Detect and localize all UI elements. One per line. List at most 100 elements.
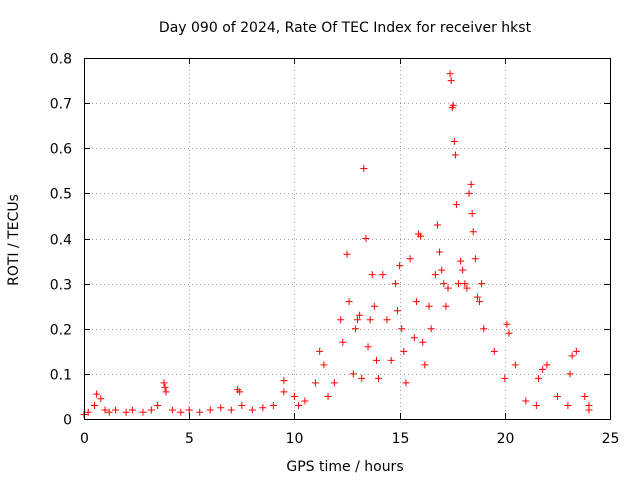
data-point: [532, 401, 540, 409]
data-point: [452, 201, 460, 209]
x-axis-label: GPS time / hours: [286, 459, 403, 475]
y-tick-label: 0.4: [50, 233, 72, 249]
data-point: [522, 397, 530, 405]
data-point: [236, 388, 244, 396]
data-point: [438, 266, 446, 274]
data-point: [343, 250, 351, 258]
data-point: [396, 262, 404, 270]
data-point: [539, 365, 547, 373]
data-point: [366, 316, 374, 324]
data-point: [391, 280, 399, 288]
data-point: [398, 325, 406, 333]
data-point: [490, 347, 498, 355]
data-point: [419, 338, 427, 346]
data-point: [476, 298, 484, 306]
data-point: [400, 347, 408, 355]
data-point: [154, 401, 162, 409]
data-point: [501, 374, 509, 382]
data-point: [295, 401, 303, 409]
data-point: [431, 271, 439, 279]
data-point: [339, 338, 347, 346]
x-tick-label: 10: [286, 431, 304, 447]
data-point: [259, 404, 267, 412]
data-point: [543, 361, 551, 369]
y-tick-label: 0.8: [50, 52, 72, 68]
data-point: [505, 329, 513, 337]
data-point: [372, 356, 380, 364]
data-point: [425, 302, 433, 310]
data-point: [457, 257, 465, 265]
data-point: [461, 280, 469, 288]
data-point: [446, 70, 454, 78]
data-point: [360, 165, 368, 173]
y-tick-label: 0.7: [50, 97, 72, 113]
data-point: [97, 395, 105, 403]
data-point: [379, 271, 387, 279]
data-point: [354, 316, 362, 324]
data-point: [196, 408, 204, 416]
data-point: [356, 311, 364, 319]
x-tick-label: 25: [602, 431, 620, 447]
data-point: [406, 255, 414, 263]
data-point: [468, 210, 476, 218]
x-tick-label: 0: [80, 431, 89, 447]
x-tick-label: 20: [497, 431, 515, 447]
data-point: [440, 280, 448, 288]
data-point: [368, 271, 376, 279]
data-point: [280, 377, 288, 385]
data-point: [330, 379, 338, 387]
data-point: [433, 221, 441, 229]
data-point: [581, 392, 589, 400]
x-tick-label: 5: [185, 431, 194, 447]
data-point: [206, 406, 214, 414]
y-tick-label: 0.6: [50, 142, 72, 158]
data-point: [84, 408, 92, 416]
data-point: [503, 320, 511, 328]
data-point: [227, 406, 235, 414]
y-tick-label: 0.2: [50, 323, 72, 339]
data-point: [383, 316, 391, 324]
data-point: [566, 370, 574, 378]
data-point: [91, 401, 99, 409]
data-point: [217, 404, 225, 412]
data-point: [459, 266, 467, 274]
data-point: [351, 325, 359, 333]
data-point: [467, 180, 475, 188]
y-tick-label: 0.1: [50, 368, 72, 384]
data-point: [465, 189, 473, 197]
data-point: [402, 379, 410, 387]
data-point: [93, 390, 101, 398]
data-point: [345, 298, 353, 306]
data-point: [324, 392, 332, 400]
data-point: [572, 347, 580, 355]
y-axis-label: ROTI / TECUs: [6, 194, 22, 286]
data-point: [387, 356, 395, 364]
data-point: [534, 374, 542, 382]
data-point: [553, 392, 561, 400]
data-point: [480, 325, 488, 333]
x-tick-label: 15: [392, 431, 410, 447]
data-points: [80, 70, 593, 418]
data-point: [320, 361, 328, 369]
plot-frame: [84, 58, 611, 420]
data-point: [112, 406, 120, 414]
data-point: [412, 298, 420, 306]
data-point: [311, 379, 319, 387]
data-point: [444, 284, 452, 292]
data-point: [238, 401, 246, 409]
data-point: [442, 302, 450, 310]
data-point: [471, 255, 479, 263]
data-point: [427, 325, 435, 333]
y-tick-label: 0.3: [50, 278, 72, 294]
data-point: [511, 361, 519, 369]
data-point: [105, 408, 113, 416]
data-point: [455, 280, 463, 288]
data-point: [139, 408, 147, 416]
data-point: [450, 137, 458, 145]
data-point: [568, 352, 576, 360]
data-point: [478, 280, 486, 288]
data-point: [147, 406, 155, 414]
data-point: [185, 406, 193, 414]
chart-title: Day 090 of 2024, Rate Of TEC Index for r…: [159, 20, 532, 36]
